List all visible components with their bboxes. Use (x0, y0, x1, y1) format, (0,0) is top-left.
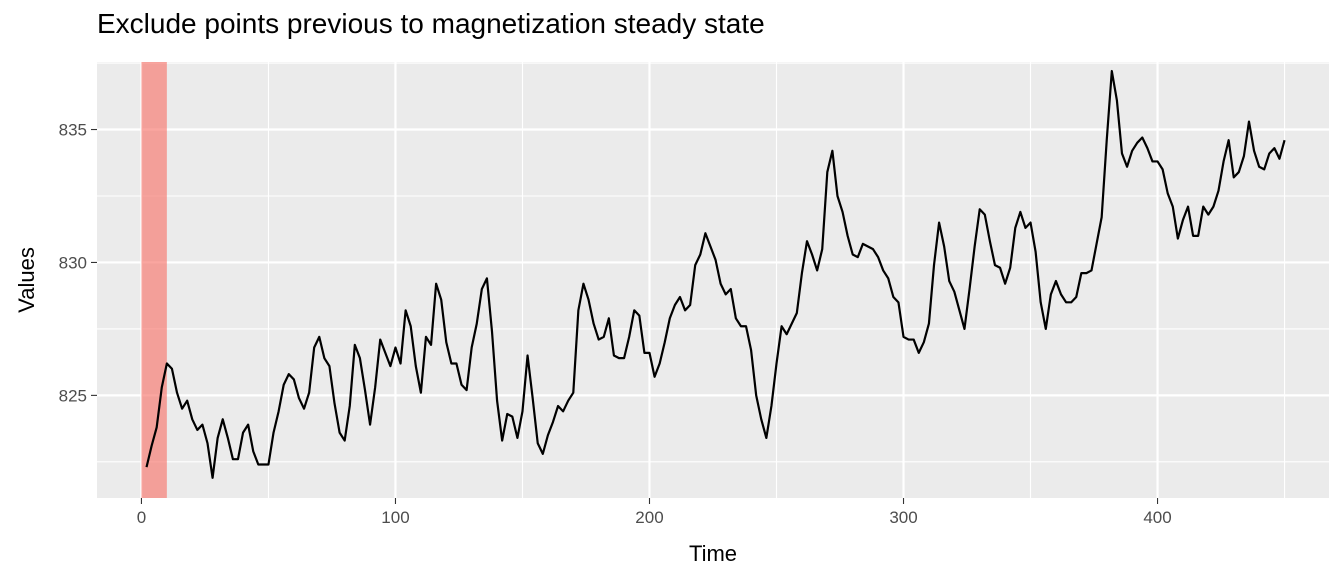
x-axis-ticks: 0 100 200 300 400 (137, 498, 1172, 527)
minor-gridlines (97, 62, 1329, 498)
y-tick-label: 835 (59, 121, 87, 140)
plot-panel (97, 62, 1329, 498)
x-tick-label: 100 (381, 508, 409, 527)
x-tick-label: 200 (635, 508, 663, 527)
y-axis-title: Values (14, 247, 39, 313)
x-tick-label: 400 (1143, 508, 1171, 527)
chart-title: Exclude points previous to magnetization… (97, 8, 765, 39)
x-axis-title: Time (689, 541, 737, 566)
x-tick-label: 300 (889, 508, 917, 527)
y-tick-label: 830 (59, 253, 87, 272)
series-line (145, 69, 1286, 479)
x-tick-label: 0 (137, 508, 146, 527)
y-tick-label: 825 (59, 386, 87, 405)
y-axis-ticks: 825 830 835 (59, 121, 97, 405)
excluded-region-band (141, 62, 167, 498)
